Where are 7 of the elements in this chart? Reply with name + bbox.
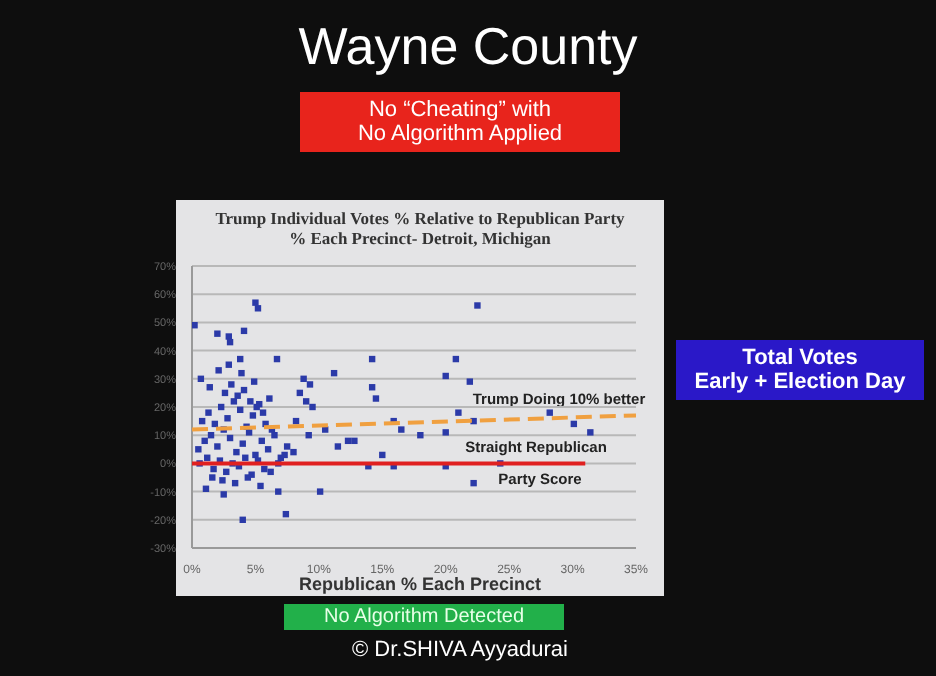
- chart-title: Wayne County: [296, 16, 640, 78]
- text: © Dr.SHIVA Ayyadurai: [350, 638, 570, 662]
- x-axis-title: Republican % Each Precinct: [296, 574, 544, 594]
- text: No “Cheating” with No Algorithm Applied: [300, 98, 620, 146]
- text: Total Votes Early + Election Day: [676, 346, 924, 394]
- chart-subtitle: Trump Individual Votes % Relative to Republican Party % Each Precinct- Detroit, Michigan: [213, 208, 627, 248]
- text: No Algorithm Detected: [284, 606, 564, 628]
